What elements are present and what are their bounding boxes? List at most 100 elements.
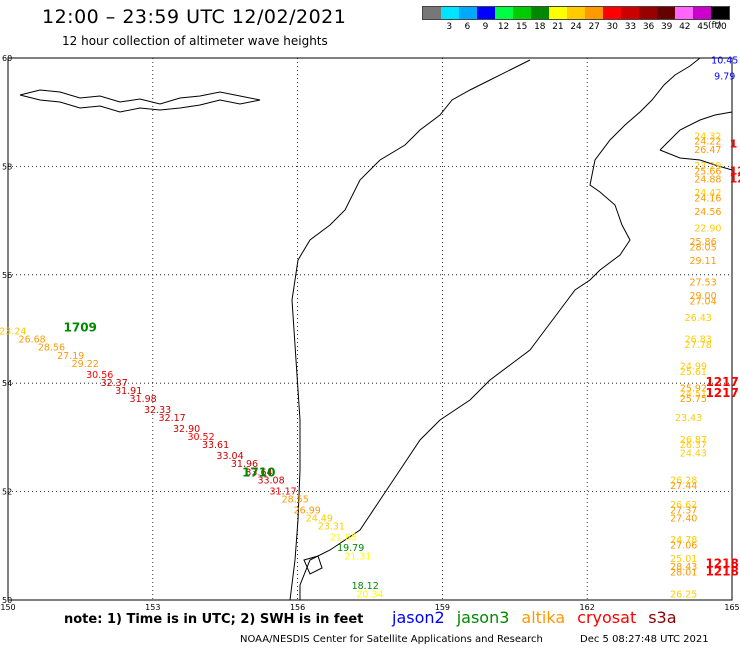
track-time-label: 1710 — [242, 465, 275, 479]
legend-value: 15 — [515, 22, 528, 32]
wave-height-value: 26.37 — [680, 440, 707, 451]
legend-swatch — [657, 7, 675, 19]
lat-tick-label: 50 — [2, 596, 12, 605]
lat-tick-label: 54 — [2, 379, 12, 388]
wave-height-value: 27.06 — [670, 541, 697, 552]
wave-height-value: 21.31 — [344, 551, 371, 562]
legend-value: 27 — [588, 22, 600, 32]
wave-height-value: 9.79 — [714, 72, 735, 83]
wave-height-value: 25.92 — [680, 383, 707, 394]
legend-swatch — [693, 7, 711, 19]
legend-swatch — [459, 7, 477, 19]
lat-tick-label: 60 — [2, 54, 12, 63]
wave-height-value: 28.56 — [38, 343, 65, 354]
legend-swatch — [513, 7, 531, 19]
mission-altika: altika — [521, 608, 566, 627]
lon-tick-label: 159 — [435, 603, 450, 612]
wave-height-value: 25.01 — [670, 554, 697, 565]
track-time-label: 1217 — [705, 386, 738, 400]
wave-height-value: 26.43 — [685, 313, 712, 324]
legend-value: 70 — [715, 22, 727, 32]
wave-height-value: 24.99 — [680, 362, 707, 373]
edge-label: 1 — [730, 137, 738, 150]
wave-height-value: 33.64 — [245, 467, 272, 478]
legend-swatch — [621, 7, 639, 19]
map-title: 12:00 – 23:59 UTC 12/02/2021 — [42, 6, 347, 28]
wave-height-value: 24.43 — [680, 448, 707, 459]
wave-height-value: 27.19 — [57, 351, 84, 362]
wave-height-value: 18.12 — [352, 581, 379, 592]
legend-swatch — [675, 7, 693, 19]
wave-height-value: 24.22 — [694, 137, 721, 148]
wave-height-value: 25.66 — [694, 167, 721, 178]
wave-height-value: 28.01 — [670, 568, 697, 579]
wave-height-value: 31.17 — [270, 486, 297, 497]
wave-height-value: 27.04 — [689, 297, 716, 308]
wave-height-value: 22.90 — [694, 223, 721, 234]
wave-height-value: 25.86 — [689, 237, 716, 248]
legend-swatch — [639, 7, 657, 19]
wave-height-value: 31.96 — [231, 459, 258, 470]
track-time-label: 1218 — [705, 565, 738, 579]
legend-value: 9 — [482, 22, 489, 32]
lon-tick-label: 165 — [724, 603, 739, 612]
legend-value: 45 — [697, 22, 709, 32]
coastline-west — [289, 59, 531, 601]
legend-swatch — [549, 7, 567, 19]
wave-height-value: 29.22 — [72, 359, 99, 370]
wave-height-value: 26.99 — [294, 505, 321, 516]
map-subtitle: 12 hour collection of altimeter wave hei… — [62, 34, 328, 48]
lat-tick-label: 58 — [2, 162, 12, 171]
wave-height-value: 32.17 — [159, 413, 186, 424]
legend-swatch — [711, 7, 729, 19]
wave-height-value: 32.90 — [173, 424, 200, 435]
legend-value: 42 — [679, 22, 691, 32]
wave-height-value: 24.32 — [694, 131, 721, 142]
coastline-okhotsk — [19, 89, 261, 113]
wave-height-value: 24.49 — [306, 513, 333, 524]
mission-legend: jason2 jason3 altika cryosat s3a — [392, 608, 677, 627]
legend-value: 21 — [552, 22, 564, 32]
wave-height-value: 23.43 — [675, 413, 702, 424]
wave-height-value: 21.85 — [330, 532, 357, 543]
wave-height-value: 25.61 — [680, 367, 707, 378]
wave-height-value: 27.40 — [670, 513, 697, 524]
legend-value: 6 — [464, 22, 471, 32]
legend-value: 30 — [606, 22, 619, 32]
wave-height-value: 26.62 — [670, 500, 697, 511]
wave-height-value: 27.53 — [689, 278, 716, 289]
wave-height-value: 31.91 — [115, 386, 142, 397]
edge-label: 12 — [730, 173, 740, 186]
lat-tick-label: 52 — [2, 488, 12, 497]
wave-height-value: 24.51 — [680, 389, 707, 400]
mission-s3a: s3a — [648, 608, 677, 627]
coastline-karaginsky — [659, 111, 733, 171]
wave-height-value: 30.52 — [187, 432, 214, 443]
mission-cryosat: cryosat — [577, 608, 637, 627]
wave-height-value: 20.34 — [356, 589, 383, 600]
legend-swatch — [495, 7, 513, 19]
wave-height-value: 27.78 — [685, 340, 712, 351]
wave-height-value: 26.28 — [670, 475, 697, 486]
lon-tick-label: 153 — [145, 603, 160, 612]
wave-height-value: 32.33 — [144, 405, 171, 416]
legend-value-labels: 3 6 9 12 15 18 21 24 27 30 33 36 39 42 45 70 — [422, 22, 730, 32]
legend-value: 39 — [660, 22, 673, 32]
wave-height-value: 27.37 — [670, 505, 697, 516]
track-time-label: 1217 — [705, 375, 738, 389]
wave-height-value: 24.16 — [694, 194, 721, 205]
lon-tick-label: 162 — [580, 603, 595, 612]
wave-height-value: 19.79 — [337, 543, 364, 554]
wave-height-value: 33.08 — [257, 475, 284, 486]
legend-value: 36 — [642, 22, 655, 32]
wave-height-value: 31.98 — [130, 394, 157, 405]
wave-height-value: 26.87 — [680, 435, 707, 446]
wave-height-value: 23.24 — [0, 326, 26, 337]
legend-value: 33 — [624, 22, 637, 32]
wave-height-value: 26.83 — [685, 335, 712, 346]
wave-height-value: 10.45 — [711, 55, 738, 66]
wave-height-value: 23.29 — [694, 161, 721, 172]
legend-swatch — [585, 7, 603, 19]
wave-height-value: 23.31 — [318, 522, 345, 533]
